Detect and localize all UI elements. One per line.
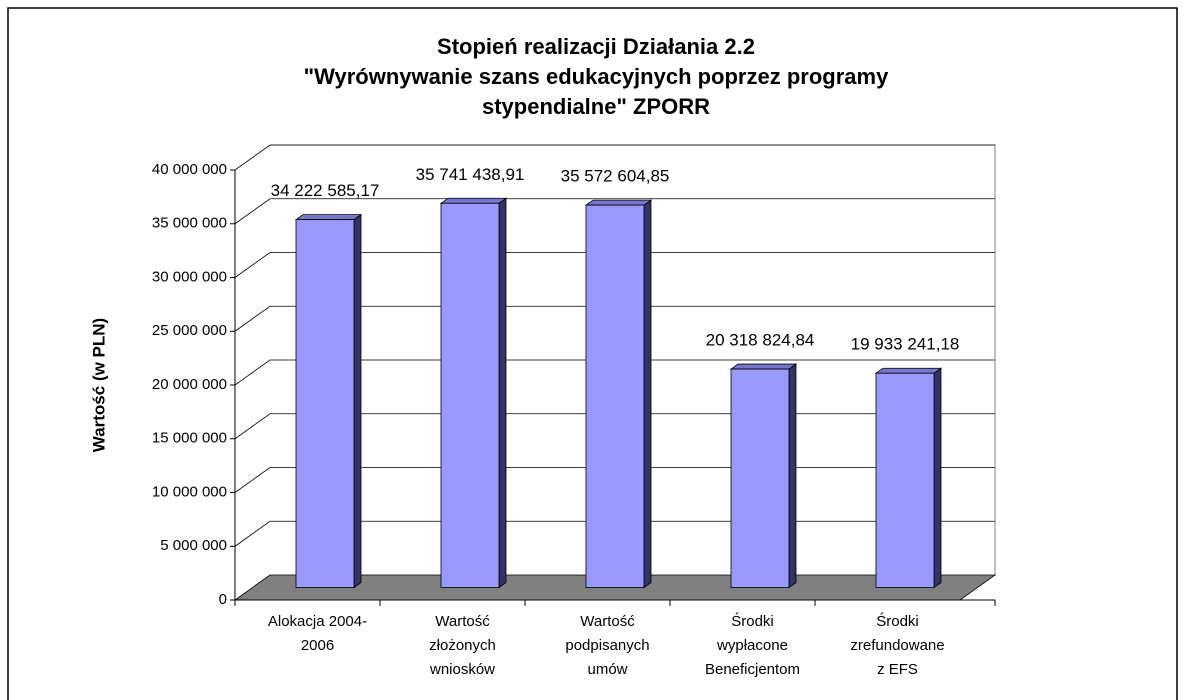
grid-line [234, 144, 995, 171]
x-tick-label: Wartość podpisanych umów [565, 613, 649, 678]
grid-line [234, 252, 995, 278]
bar-top [729, 363, 798, 370]
value-label: 19 933 241,18 [851, 335, 960, 354]
value-label: 34 222 585,17 [271, 181, 380, 200]
bar-top [294, 214, 363, 221]
bar [875, 372, 935, 588]
bar [730, 368, 790, 588]
y-tick-label: 15 000 000 [152, 430, 227, 447]
y-tick-label: 10 000 000 [152, 483, 227, 500]
bar-top [439, 197, 508, 204]
bar-side [498, 197, 507, 589]
grid-line [234, 198, 995, 225]
value-label: 35 741 438,91 [416, 165, 525, 184]
bar-top [584, 199, 653, 206]
grid-line [234, 359, 995, 386]
chart-title: Stopień realizacji Działania 2.2 "Wyrówny… [304, 34, 889, 119]
value-label: 20 318 824,84 [706, 331, 815, 350]
y-tick-label: 35 000 000 [152, 215, 227, 232]
bar [440, 202, 500, 588]
value-label: 35 572 604,85 [561, 167, 670, 186]
y-tick-label: 20 000 000 [152, 376, 227, 393]
bar [295, 219, 355, 588]
y-tick-label: 30 000 000 [152, 268, 227, 285]
y-axis-title: Wartość (w PLN) [89, 318, 108, 452]
x-tick-label: Alokacja 2004-2006 [268, 613, 367, 654]
bar-side [933, 367, 942, 589]
y-tick-label: 40 000 000 [152, 161, 227, 178]
grid-line [234, 305, 995, 332]
y-tick-label: 5 000 000 [160, 537, 227, 554]
bar [585, 204, 645, 588]
x-tick-label: Środki wypłacone Beneficjentom [705, 612, 800, 678]
bar-side [788, 363, 797, 589]
y-tick-label: 0 [219, 591, 227, 608]
bar-top [874, 367, 943, 374]
y-tick-label: 25 000 000 [152, 322, 227, 339]
bar-side [353, 213, 362, 589]
x-tick-label: Wartość złożonych wniosków [429, 613, 496, 678]
bar-side [643, 199, 652, 589]
x-tick-label: Środki zrefundowane z EFS [850, 612, 944, 678]
